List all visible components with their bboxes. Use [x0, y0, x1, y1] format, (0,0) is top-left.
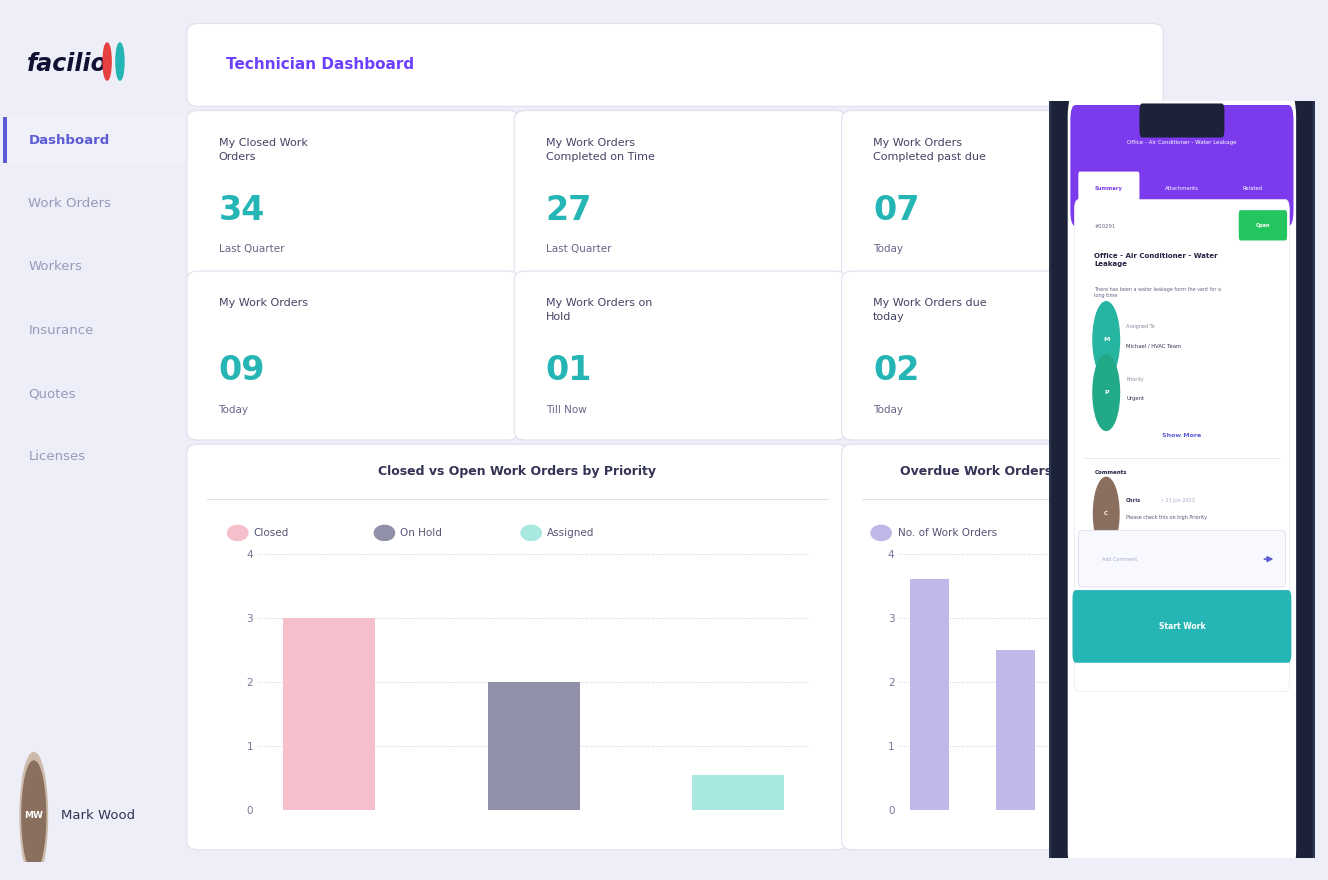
Text: Mark Wood: Mark Wood: [61, 810, 135, 823]
Text: Priority: Priority: [1126, 378, 1143, 382]
Circle shape: [521, 525, 542, 540]
Text: Last Quarter: Last Quarter: [546, 244, 611, 254]
Text: There has been a water leakage form the vent for a
long time: There has been a water leakage form the …: [1094, 287, 1222, 298]
FancyBboxPatch shape: [842, 111, 1174, 280]
Text: #10291: #10291: [1094, 224, 1116, 230]
Bar: [487, 682, 580, 810]
FancyBboxPatch shape: [1239, 210, 1287, 240]
Bar: [692, 775, 785, 810]
Circle shape: [227, 525, 248, 540]
Text: Closed: Closed: [254, 528, 288, 538]
Text: Office - Air Conditioner - Water
Leakage: Office - Air Conditioner - Water Leakage: [1094, 253, 1218, 267]
Text: My Closed Work
Orders: My Closed Work Orders: [219, 137, 307, 162]
FancyBboxPatch shape: [1073, 590, 1291, 663]
FancyBboxPatch shape: [1076, 172, 1288, 206]
Text: Related: Related: [1242, 187, 1263, 192]
Text: My Work Orders
Completed on Time: My Work Orders Completed on Time: [546, 137, 655, 162]
Text: 34: 34: [219, 194, 264, 227]
Circle shape: [116, 43, 124, 80]
FancyBboxPatch shape: [514, 111, 846, 280]
FancyBboxPatch shape: [1139, 104, 1224, 137]
FancyBboxPatch shape: [187, 24, 1163, 106]
Text: 27: 27: [546, 194, 592, 227]
Text: No. of Work Orders: No. of Work Orders: [898, 528, 997, 538]
Text: Licenses: Licenses: [28, 451, 85, 464]
Text: Summary: Summary: [1096, 187, 1122, 192]
FancyBboxPatch shape: [1078, 531, 1286, 587]
FancyBboxPatch shape: [187, 271, 519, 440]
FancyBboxPatch shape: [1074, 200, 1289, 692]
Text: Show More: Show More: [1162, 433, 1202, 438]
Text: Today: Today: [874, 405, 903, 414]
Text: Today: Today: [874, 244, 903, 254]
FancyBboxPatch shape: [1070, 105, 1293, 226]
Text: Assigned: Assigned: [547, 528, 595, 538]
FancyBboxPatch shape: [3, 117, 7, 163]
Text: My Work Orders due
today: My Work Orders due today: [874, 298, 987, 322]
Text: 01: 01: [546, 355, 592, 387]
FancyBboxPatch shape: [187, 444, 847, 850]
Text: Quotes: Quotes: [28, 387, 76, 400]
Text: Attachments: Attachments: [1165, 187, 1199, 192]
Text: Dashboard: Dashboard: [28, 134, 110, 147]
Text: P: P: [1104, 390, 1109, 395]
Text: On Hold: On Hold: [400, 528, 442, 538]
Bar: [996, 649, 1036, 810]
Text: Work Orders: Work Orders: [28, 197, 112, 210]
Text: Start Work: Start Work: [1158, 622, 1206, 631]
Text: Last Quarter: Last Quarter: [219, 244, 284, 254]
Text: Urgent: Urgent: [1126, 396, 1145, 401]
Text: Chris: Chris: [1126, 498, 1141, 503]
Circle shape: [871, 525, 891, 540]
Text: Technician Dashboard: Technician Dashboard: [227, 57, 414, 72]
Text: Overdue Work Orders by Pr...: Overdue Work Orders by Pr...: [899, 465, 1105, 478]
Bar: [1082, 701, 1122, 810]
Text: 02: 02: [874, 355, 919, 387]
Circle shape: [1093, 355, 1120, 430]
Bar: [283, 618, 374, 810]
FancyBboxPatch shape: [1068, 93, 1296, 873]
FancyBboxPatch shape: [1078, 172, 1139, 207]
Circle shape: [1093, 302, 1120, 378]
Text: • 23 Jun 2023: • 23 Jun 2023: [1161, 498, 1195, 503]
Circle shape: [20, 752, 48, 879]
Text: MW: MW: [24, 811, 44, 820]
Text: Open: Open: [1256, 223, 1270, 228]
FancyBboxPatch shape: [187, 111, 519, 280]
Text: Comments: Comments: [1094, 470, 1126, 474]
Text: My Work Orders: My Work Orders: [219, 298, 308, 308]
Text: 09: 09: [219, 355, 266, 387]
Circle shape: [21, 761, 45, 871]
FancyBboxPatch shape: [3, 117, 186, 163]
FancyBboxPatch shape: [514, 271, 846, 440]
Text: Insurance: Insurance: [28, 324, 94, 337]
Text: facilio: facilio: [27, 52, 108, 76]
Bar: [910, 579, 948, 810]
Circle shape: [374, 525, 394, 540]
Text: M: M: [1104, 337, 1109, 342]
Text: 07: 07: [874, 194, 920, 227]
Text: Please check this on high Priority: Please check this on high Priority: [1126, 515, 1207, 520]
Circle shape: [104, 43, 112, 80]
FancyBboxPatch shape: [1049, 63, 1315, 880]
FancyBboxPatch shape: [842, 444, 1163, 850]
Text: Assigned To: Assigned To: [1126, 324, 1155, 329]
Text: Add Comment: Add Comment: [1102, 556, 1138, 561]
Text: C: C: [1104, 511, 1109, 517]
Text: My Work Orders
Completed past due: My Work Orders Completed past due: [874, 137, 987, 162]
Text: Closed vs Open Work Orders by Priority: Closed vs Open Work Orders by Priority: [378, 465, 656, 478]
Text: Workers: Workers: [28, 260, 82, 274]
Text: My Work Orders on
Hold: My Work Orders on Hold: [546, 298, 652, 322]
FancyBboxPatch shape: [842, 271, 1174, 440]
Text: Michael / HVAC Team: Michael / HVAC Team: [1126, 343, 1182, 348]
Text: Today: Today: [219, 405, 248, 414]
Text: Till Now: Till Now: [546, 405, 587, 414]
Text: Office - Air Conditioner - Water Leakage: Office - Air Conditioner - Water Leakage: [1127, 140, 1236, 144]
Circle shape: [1093, 477, 1120, 550]
